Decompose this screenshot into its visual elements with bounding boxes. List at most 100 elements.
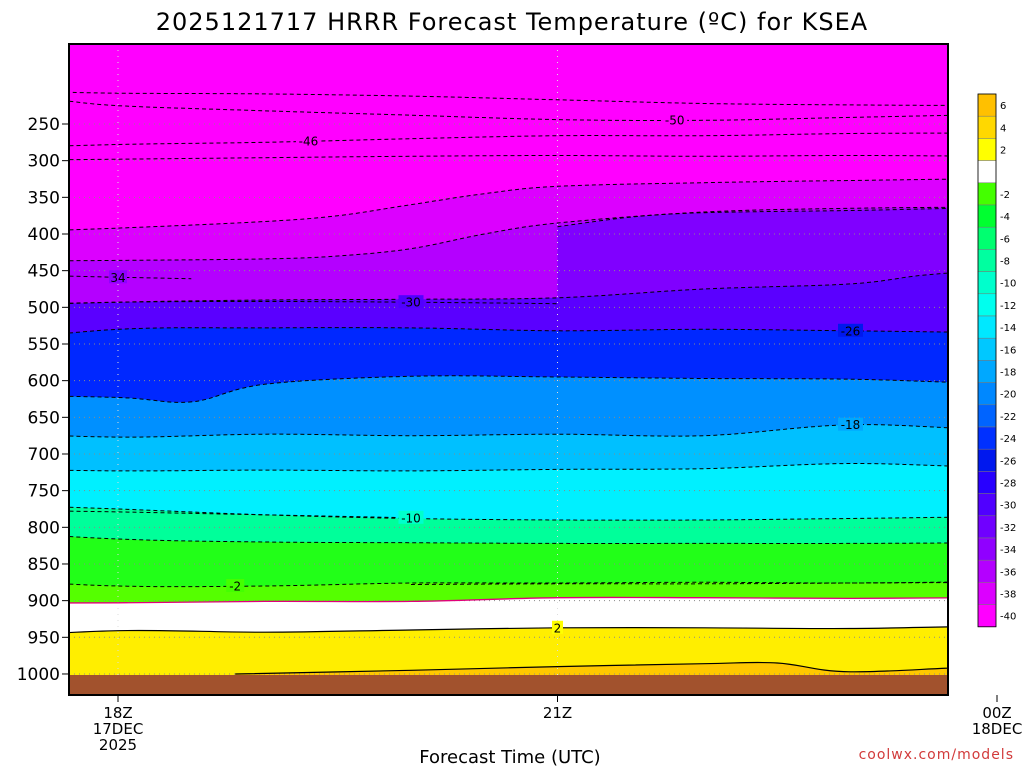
isotherm-line: [69, 596, 948, 604]
y-tick-label: 950: [28, 628, 60, 648]
plot-area: 54-50-46-42-3434-30-30-26-18-14-10-10-6-…: [69, 44, 948, 695]
colorbar-label: -20: [1000, 390, 1016, 401]
colorbar-swatch: [977, 582, 997, 605]
isotherm-line: [69, 91, 948, 106]
colorbar-label: -24: [1000, 434, 1016, 445]
isotherm-label: -50: [665, 114, 685, 128]
colorbar-label: -12: [1000, 301, 1016, 312]
colorbar-label: -30: [1000, 501, 1016, 512]
isotherm-line: [69, 510, 412, 519]
colorbar-label: -32: [1000, 523, 1016, 534]
colorbar-swatch: [977, 204, 997, 228]
y-tick-label: 650: [28, 408, 60, 428]
isotherm-line: [69, 100, 948, 121]
colorbar-label: -6: [1000, 234, 1010, 245]
colorbar-swatch: [977, 315, 997, 339]
colorbar-swatch: [977, 404, 997, 428]
y-tick-label: 350: [28, 188, 60, 208]
colorbar-frame: [977, 93, 997, 628]
colorbar-label: -10: [1000, 279, 1016, 290]
isotherm-label: -10: [401, 511, 421, 525]
y-tick-label: 300: [28, 152, 60, 172]
colorbar-label: -38: [1000, 590, 1016, 601]
y-tick-label: 800: [28, 518, 60, 538]
colorbar-label: -4: [1000, 212, 1010, 223]
colorbar-label: -8: [1000, 257, 1010, 268]
ground-below-surface: [69, 675, 948, 695]
isotherm-line: [69, 626, 948, 634]
x-tick-label: 00Z: [982, 704, 1011, 722]
isotherm-label: -30: [401, 296, 421, 310]
y-axis: 250 300 350 400 450 500 550 600 650 700 750 800 850 9…: [17, 115, 69, 685]
x-tick-label: 2025: [99, 736, 137, 754]
isotherm-label-bg: [398, 510, 424, 524]
isotherm-label-bg: [109, 270, 127, 284]
isotherm-label-bg: [662, 113, 688, 127]
colorbar-label: -34: [1000, 545, 1016, 556]
colorbar-swatch: [977, 493, 997, 517]
colorbar-label: -26: [1000, 456, 1016, 467]
chart-title: 2025121717 HRRR Forecast Temperature (ºC…: [156, 8, 868, 36]
y-tick-label: 400: [28, 225, 60, 245]
y-tick-label: 250: [28, 115, 60, 135]
colorbar-swatch: [977, 138, 997, 161]
isotherm-label-bg: [552, 620, 563, 634]
colorbar: 6 4 2 -2 -4 -6 -8 -10 -12 -14 -16 -18 -20 -22 -24 -26 -2…: [977, 93, 1016, 628]
y-tick-label: 1000: [17, 665, 60, 685]
colorbar-swatch: [977, 271, 997, 295]
colorbar-label: 4: [1000, 123, 1006, 134]
x-axis-label: Forecast Time (UTC): [419, 747, 600, 768]
colorbar-swatch: [977, 337, 997, 361]
colorbar-swatch: [977, 182, 997, 206]
isotherm-line: [69, 206, 948, 262]
isotherm-label: -26: [841, 324, 861, 338]
colorbar-swatch: [977, 471, 997, 494]
colorbar-swatch: [977, 293, 997, 317]
isotherm-label-bg: [226, 578, 245, 592]
y-tick-label: 750: [28, 482, 60, 502]
isotherm-label: -2: [229, 579, 241, 593]
colorbar-label: -36: [1000, 567, 1016, 578]
isotherm-label-bg: [295, 134, 321, 148]
colorbar-swatch: [977, 559, 997, 583]
colorbar-swatch: [977, 537, 997, 561]
colorbar-label: -18: [1000, 368, 1016, 379]
colorbar-label: -14: [1000, 323, 1016, 334]
colorbar-swatch: [977, 448, 997, 472]
colorbar-swatch: [977, 382, 997, 406]
colorbar-swatch: [977, 426, 997, 450]
colorbar-label: -40: [1000, 612, 1016, 623]
colorbar-label: 6: [1000, 101, 1006, 112]
colorbar-swatch: [977, 226, 997, 250]
colorbar-swatch: [977, 249, 997, 272]
temperature-fills: [69, 44, 948, 695]
y-tick-label: 450: [28, 262, 60, 282]
isotherm-label: 34: [110, 271, 125, 285]
isotherm-label: -18: [841, 418, 861, 432]
colorbar-label: -16: [1000, 345, 1016, 356]
plot-frame: [68, 43, 949, 696]
colorbar-label: -28: [1000, 479, 1016, 490]
y-tick-label: 900: [28, 592, 60, 612]
colorbar-swatch: [977, 515, 997, 539]
colorbar-swatch: [977, 115, 997, 139]
isotherm-label-bg: [398, 295, 424, 309]
isotherm-label: -46: [299, 135, 319, 149]
y-tick-label: 850: [28, 555, 60, 575]
x-tick-label: 18DEC: [972, 720, 1023, 738]
credit-text: coolwx.com/models: [859, 747, 1014, 763]
colorbar-swatch: [977, 93, 997, 117]
x-tick-label: 21Z: [543, 704, 572, 722]
isotherm-lines: 54-50-46-42-3434-30-30-26-18-14-10-10-6-…: [69, 91, 948, 675]
colorbar-label: 2: [1000, 146, 1006, 157]
colorbar-swatch: [977, 360, 997, 383]
isotherm-label: 2: [554, 621, 562, 635]
isotherm-line: [235, 661, 948, 675]
colorbar-label: -2: [1000, 190, 1010, 201]
y-tick-label: 600: [28, 372, 60, 392]
gridlines: [69, 44, 948, 695]
x-tick-label: 17DEC: [93, 720, 144, 738]
isotherm-label-bg: [838, 417, 863, 431]
colorbar-swatch: [977, 604, 997, 628]
